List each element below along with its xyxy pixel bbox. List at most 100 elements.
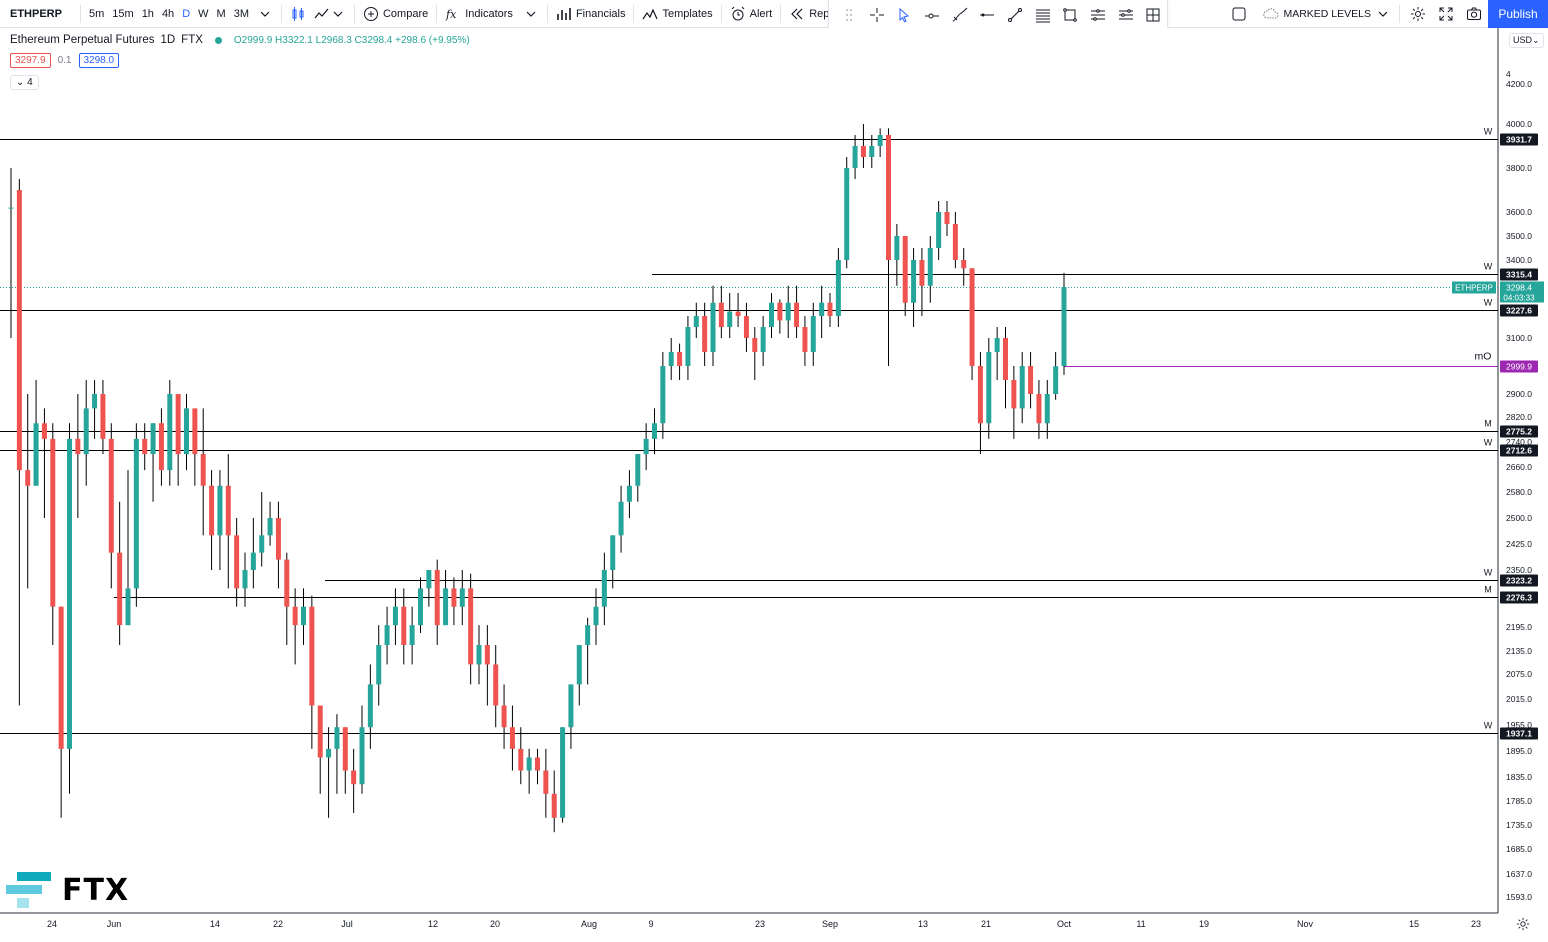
- candle-body[interactable]: [83, 408, 89, 455]
- sell-price-button[interactable]: 3297.9: [10, 53, 51, 68]
- chart-type-button[interactable]: [286, 0, 310, 28]
- candle-body[interactable]: [551, 793, 557, 818]
- candle-body[interactable]: [610, 535, 616, 570]
- candle-body[interactable]: [936, 212, 942, 248]
- candle-body[interactable]: [635, 454, 641, 486]
- candle-body[interactable]: [509, 727, 515, 749]
- candle-body[interactable]: [593, 606, 599, 626]
- candle-body[interactable]: [944, 212, 950, 224]
- candle-body[interactable]: [819, 302, 825, 317]
- candle-body[interactable]: [100, 394, 106, 439]
- candle-body[interactable]: [476, 645, 482, 665]
- candle-body[interactable]: [259, 535, 265, 553]
- interval-1h[interactable]: 1h: [141, 7, 154, 20]
- candle-body[interactable]: [392, 606, 398, 626]
- crosshair-tool[interactable]: [863, 1, 891, 29]
- candle-body[interactable]: [718, 302, 724, 328]
- templates-button[interactable]: Templates: [638, 0, 716, 28]
- candle-body[interactable]: [443, 588, 449, 626]
- candle-body[interactable]: [794, 302, 800, 328]
- candle-body[interactable]: [852, 145, 858, 168]
- candle-body[interactable]: [326, 748, 332, 758]
- candle-body[interactable]: [543, 770, 549, 794]
- candle-body[interactable]: [376, 645, 382, 685]
- candle-body[interactable]: [735, 311, 741, 317]
- financials-button[interactable]: Financials: [552, 0, 630, 28]
- candle-body[interactable]: [643, 438, 649, 455]
- cursor-tool[interactable]: [890, 1, 918, 29]
- candle-body[interactable]: [961, 260, 967, 269]
- horizontal-line-tool[interactable]: [973, 1, 1001, 29]
- chart-pane[interactable]: 4200.0 4000.0 3800.0 3600.0 3500.0 3400.0 3100…: [0, 28, 1548, 942]
- candle-body[interactable]: [108, 438, 114, 553]
- alert-button[interactable]: Alert: [726, 0, 777, 28]
- candle-body[interactable]: [769, 302, 774, 328]
- candle-body[interactable]: [284, 559, 290, 607]
- compare-button[interactable]: Compare: [359, 0, 432, 28]
- candle-body[interactable]: [652, 423, 657, 439]
- indicator-collapse-button[interactable]: ⌄ 4: [10, 75, 39, 90]
- candle-body[interactable]: [292, 606, 298, 626]
- candle-body[interactable]: [560, 727, 566, 818]
- candle-body[interactable]: [175, 394, 181, 455]
- settings-button[interactable]: [1404, 0, 1432, 28]
- candle-body[interactable]: [418, 588, 423, 626]
- drag-handle[interactable]: [835, 1, 863, 29]
- price-chart[interactable]: 4200.0 4000.0 3800.0 3600.0 3500.0 3400.0 3100…: [0, 28, 1548, 942]
- candle-body[interactable]: [493, 664, 499, 706]
- candle-body[interactable]: [1028, 365, 1034, 394]
- candle-body[interactable]: [484, 645, 490, 665]
- candle-body[interactable]: [685, 327, 691, 366]
- candle-body[interactable]: [702, 316, 708, 352]
- interval-15m[interactable]: 15m: [112, 7, 134, 20]
- candle-body[interactable]: [1011, 379, 1017, 409]
- candle-body[interactable]: [225, 485, 231, 536]
- interval-3m[interactable]: 3M: [233, 7, 249, 20]
- candle-body[interactable]: [877, 134, 883, 146]
- candle-body[interactable]: [451, 588, 457, 607]
- candle-body[interactable]: [526, 757, 532, 771]
- candle-body[interactable]: [919, 260, 925, 286]
- candle-body[interactable]: [142, 438, 148, 455]
- candle-body[interactable]: [802, 327, 808, 352]
- candle-body[interactable]: [250, 552, 256, 570]
- candle-body[interactable]: [501, 705, 507, 728]
- candle-body[interactable]: [869, 145, 875, 157]
- layout-menu[interactable]: MARKED LEVELS: [1259, 0, 1395, 28]
- candle-body[interactable]: [777, 302, 783, 321]
- candle-body[interactable]: [710, 302, 716, 352]
- candle-body[interactable]: [994, 338, 1000, 352]
- candle-body[interactable]: [58, 606, 64, 749]
- candle-body[interactable]: [309, 606, 315, 706]
- candle-body[interactable]: [133, 438, 139, 589]
- candle-body[interactable]: [125, 588, 131, 626]
- candle-body[interactable]: [1044, 394, 1050, 424]
- candle-body[interactable]: [334, 727, 340, 749]
- candle-body[interactable]: [535, 757, 540, 771]
- rectangle-tool[interactable]: [1056, 1, 1084, 29]
- candle-body[interactable]: [317, 705, 323, 758]
- candle-body[interactable]: [911, 260, 917, 303]
- interval-dropdown[interactable]: [253, 0, 277, 28]
- candle-body[interactable]: [209, 485, 215, 536]
- candle-body[interactable]: [660, 365, 666, 424]
- candle-body[interactable]: [986, 351, 992, 424]
- candle-body[interactable]: [8, 207, 14, 209]
- candle-body[interactable]: [234, 535, 240, 589]
- candle-body[interactable]: [743, 316, 749, 338]
- candle-body[interactable]: [969, 268, 975, 366]
- candle-body[interactable]: [67, 438, 72, 749]
- candle-body[interactable]: [810, 316, 816, 352]
- candle-body[interactable]: [886, 134, 891, 260]
- fullscreen-chart-toggle[interactable]: [1219, 0, 1259, 28]
- candle-body[interactable]: [50, 438, 56, 607]
- parallel-channel-tool[interactable]: [1112, 1, 1140, 29]
- candle-body[interactable]: [1061, 287, 1067, 366]
- candle-body[interactable]: [827, 302, 833, 317]
- candle-body[interactable]: [1003, 338, 1008, 380]
- long-position-tool[interactable]: [1084, 1, 1112, 29]
- candle-body[interactable]: [275, 518, 281, 560]
- fullscreen-button[interactable]: [1432, 0, 1460, 28]
- candle-body[interactable]: [468, 588, 474, 665]
- candle-body[interactable]: [184, 408, 189, 455]
